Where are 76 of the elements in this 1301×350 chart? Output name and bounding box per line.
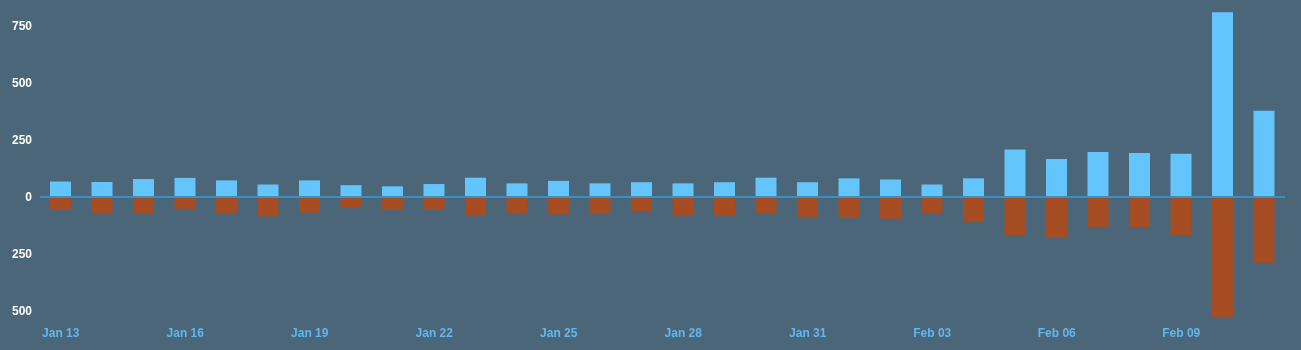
- bar: [216, 180, 237, 198]
- bar: [838, 197, 860, 218]
- x-tick-label: Jan 28: [664, 325, 703, 340]
- x-tick-label: Jan 16: [166, 325, 205, 340]
- bar: [1046, 197, 1067, 239]
- bar: [838, 178, 860, 198]
- bar: [506, 183, 528, 198]
- x-tick-label: Feb 06: [1037, 325, 1077, 340]
- bar: [1129, 153, 1150, 198]
- bar: [1212, 197, 1233, 318]
- bar: [797, 197, 818, 217]
- bar: [382, 186, 403, 198]
- bar: [174, 197, 196, 209]
- bar: [921, 197, 943, 214]
- x-tick-label: Jan 22: [415, 325, 454, 340]
- x-tick-label: Jan 19: [291, 325, 329, 340]
- bar: [548, 180, 569, 198]
- bar: [465, 177, 486, 198]
- bar: [340, 197, 362, 208]
- bar: [1253, 110, 1275, 198]
- bar: [1046, 158, 1067, 198]
- bar: [506, 197, 528, 214]
- bar: [1129, 197, 1150, 228]
- bar: [133, 179, 154, 198]
- bar: [672, 183, 694, 198]
- y-tick-label: 0: [25, 190, 33, 205]
- bar: [672, 197, 694, 216]
- bar: [382, 197, 403, 210]
- bar: [797, 182, 818, 198]
- bar: [589, 197, 611, 214]
- bar: [50, 181, 71, 198]
- bar: [548, 197, 569, 215]
- bar: [299, 197, 320, 213]
- bar: [880, 197, 901, 219]
- bar: [963, 197, 984, 223]
- x-tick-label: Feb 09: [1162, 325, 1201, 340]
- x-tick-label: Jan 31: [789, 325, 827, 340]
- bar: [755, 197, 777, 214]
- bar: [174, 177, 196, 198]
- bar: [133, 197, 154, 213]
- bar: [880, 179, 901, 198]
- y-tick-label: 500: [11, 304, 33, 319]
- bar: [631, 182, 652, 198]
- bar: [1212, 12, 1233, 198]
- bar: [91, 197, 113, 214]
- x-tick-label: Feb 03: [913, 325, 952, 340]
- bar: [257, 184, 279, 198]
- y-tick-label: 250: [11, 133, 33, 148]
- y-tick-label: 750: [11, 19, 33, 34]
- bar: [50, 197, 71, 210]
- x-tick-label: Jan 13: [42, 325, 80, 340]
- y-tick-label: 250: [11, 247, 33, 262]
- bar: [465, 197, 486, 216]
- bar: [714, 197, 735, 216]
- bar: [589, 183, 611, 198]
- bar: [91, 181, 113, 198]
- bar: [1170, 153, 1192, 198]
- bar: [257, 197, 279, 217]
- bar: [1170, 197, 1192, 236]
- bar: [631, 197, 652, 212]
- bar: [1087, 151, 1109, 198]
- bar: [423, 184, 445, 198]
- bar: [963, 178, 984, 198]
- bar: [216, 197, 237, 214]
- bar: [921, 184, 943, 198]
- x-tick-label: Jan 25: [540, 325, 578, 340]
- bar: [1253, 197, 1275, 263]
- bar: [1087, 197, 1109, 227]
- bar: [299, 180, 320, 198]
- bar: [1004, 149, 1026, 198]
- bar: [423, 197, 445, 210]
- bar: [340, 185, 362, 198]
- bar: [714, 182, 735, 198]
- bar: [1004, 197, 1026, 236]
- bar: [755, 177, 777, 198]
- y-tick-label: 500: [11, 76, 33, 91]
